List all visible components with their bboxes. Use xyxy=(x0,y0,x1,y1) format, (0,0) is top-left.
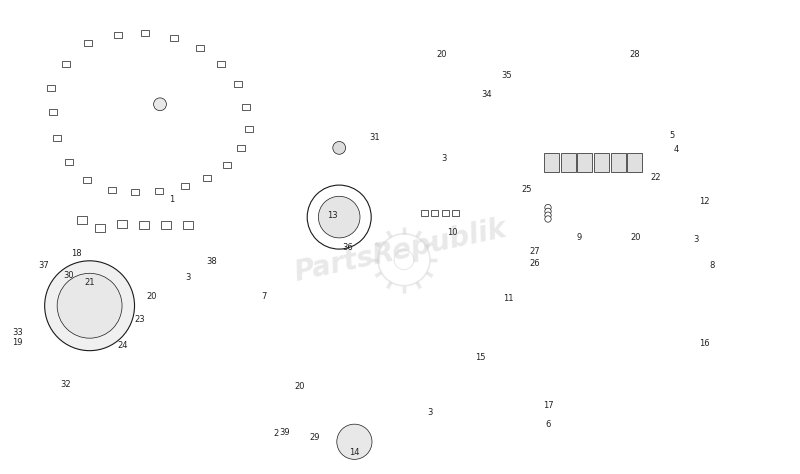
Text: 11: 11 xyxy=(502,294,514,303)
Text: 1: 1 xyxy=(170,195,174,203)
Bar xyxy=(203,175,211,182)
Text: 24: 24 xyxy=(117,341,128,349)
Text: 21: 21 xyxy=(84,278,95,286)
Bar xyxy=(578,153,593,172)
Text: 2: 2 xyxy=(274,429,278,438)
Text: 36: 36 xyxy=(342,243,353,252)
Bar xyxy=(576,294,706,434)
Bar xyxy=(242,103,250,109)
Text: 31: 31 xyxy=(369,133,380,142)
Text: 3: 3 xyxy=(428,408,433,417)
Bar xyxy=(566,412,576,429)
Bar xyxy=(538,149,650,263)
Bar xyxy=(561,153,576,172)
Circle shape xyxy=(623,346,658,382)
Bar xyxy=(416,216,466,237)
Text: 12: 12 xyxy=(698,197,710,206)
Bar xyxy=(237,146,245,151)
Text: 9: 9 xyxy=(577,233,582,241)
Text: 30: 30 xyxy=(63,272,74,280)
Bar xyxy=(218,61,226,67)
Text: 25: 25 xyxy=(521,185,532,194)
Text: 27: 27 xyxy=(529,247,540,255)
Text: 3: 3 xyxy=(694,235,698,244)
Bar xyxy=(431,210,438,216)
Circle shape xyxy=(328,137,350,159)
Text: 23: 23 xyxy=(134,316,146,324)
Circle shape xyxy=(307,185,371,249)
Text: 16: 16 xyxy=(698,339,710,348)
Bar xyxy=(130,189,138,195)
Circle shape xyxy=(154,98,166,111)
Text: 17: 17 xyxy=(542,401,554,410)
Text: 29: 29 xyxy=(309,433,320,441)
Text: 38: 38 xyxy=(206,257,218,266)
Bar xyxy=(182,183,190,190)
Bar xyxy=(95,224,105,231)
Bar xyxy=(610,153,626,172)
Text: 28: 28 xyxy=(629,50,640,59)
Ellipse shape xyxy=(300,375,329,404)
Text: 3: 3 xyxy=(186,273,190,282)
Bar xyxy=(117,220,126,228)
Bar xyxy=(248,145,434,329)
Bar xyxy=(53,135,61,141)
Circle shape xyxy=(337,424,372,459)
Bar xyxy=(62,61,70,67)
Text: 19: 19 xyxy=(12,338,23,346)
Circle shape xyxy=(211,273,222,284)
Bar xyxy=(223,162,231,168)
Circle shape xyxy=(45,261,134,351)
Bar xyxy=(65,159,73,165)
Text: 39: 39 xyxy=(279,428,290,437)
Bar xyxy=(154,188,162,194)
Text: 5: 5 xyxy=(670,131,674,139)
Bar xyxy=(594,153,609,172)
Bar xyxy=(627,153,642,172)
Text: 22: 22 xyxy=(650,173,662,182)
Ellipse shape xyxy=(156,258,201,284)
Circle shape xyxy=(545,204,551,211)
Bar xyxy=(627,142,642,149)
Text: 15: 15 xyxy=(474,354,486,362)
Bar xyxy=(546,142,560,149)
Bar xyxy=(83,39,91,46)
Circle shape xyxy=(333,141,346,155)
Bar xyxy=(162,221,171,229)
Bar xyxy=(565,83,574,95)
Bar xyxy=(706,410,723,427)
Circle shape xyxy=(329,416,380,467)
Text: 35: 35 xyxy=(501,72,512,80)
Text: 18: 18 xyxy=(70,249,82,258)
Circle shape xyxy=(34,251,145,361)
Bar xyxy=(196,45,204,51)
Text: 6: 6 xyxy=(546,420,550,428)
Circle shape xyxy=(318,196,360,238)
Text: 10: 10 xyxy=(446,228,458,237)
Circle shape xyxy=(582,115,598,131)
Bar xyxy=(114,32,122,37)
Bar xyxy=(108,187,116,193)
Circle shape xyxy=(545,212,551,219)
Circle shape xyxy=(57,273,122,338)
Bar xyxy=(83,177,91,183)
Text: 4: 4 xyxy=(674,145,678,154)
Bar xyxy=(47,85,55,91)
Circle shape xyxy=(545,216,551,222)
Text: 34: 34 xyxy=(481,91,492,99)
Bar xyxy=(544,153,559,172)
Ellipse shape xyxy=(462,59,510,85)
Bar xyxy=(141,30,149,36)
Bar xyxy=(245,126,253,132)
Bar xyxy=(139,221,149,229)
Bar xyxy=(77,217,86,224)
